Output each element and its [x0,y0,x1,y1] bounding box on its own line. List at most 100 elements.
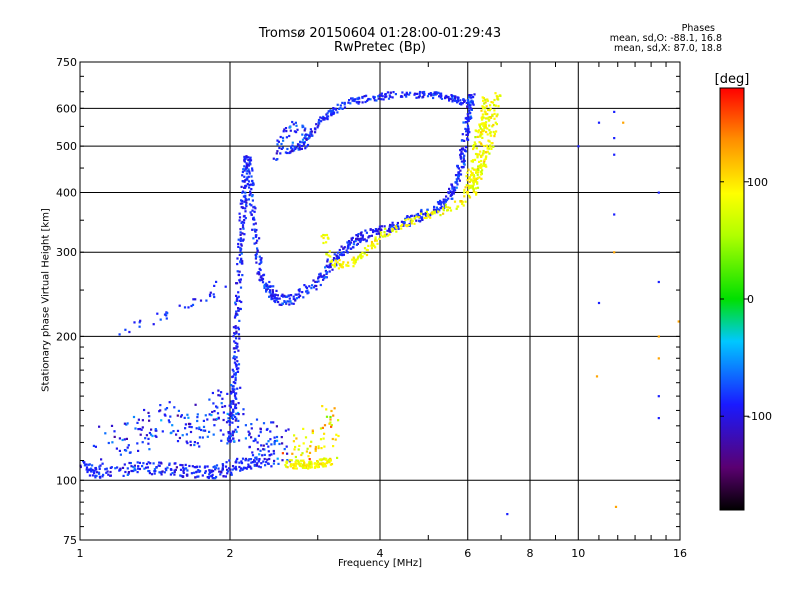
data-point [323,277,326,280]
x-tick-label-8: 8 [527,547,534,560]
data-point [352,256,355,259]
data-point [226,412,229,415]
data-point [459,99,462,102]
data-point [179,468,183,471]
x-tick-label-2: 2 [227,547,234,560]
data-point [273,441,276,444]
data-point [482,122,485,125]
data-point [374,237,377,240]
data-point [187,416,190,419]
data-point [280,436,283,439]
data-point [256,441,259,444]
data-point [196,442,199,445]
data-point [381,235,384,238]
data-point [273,436,276,439]
data-point [255,418,259,421]
data-point [354,261,357,264]
data-point [487,116,490,119]
data-point [258,273,261,276]
data-point [487,119,490,122]
data-point [171,472,174,475]
data-point [304,147,307,150]
data-point [232,390,235,394]
data-point [450,183,453,186]
data-point [334,438,337,441]
data-point [241,274,244,277]
data-point [614,505,618,508]
data-point [270,298,273,301]
data-point [225,461,228,464]
data-point [263,453,266,456]
data-point [273,443,276,446]
data-point [466,124,469,127]
data-point [238,439,241,442]
chart-subtitle: RwPretec (Bp) [333,40,427,55]
data-point [246,169,249,172]
data-point [470,172,473,175]
data-point [294,146,297,149]
data-point [333,262,337,265]
data-point [213,295,216,299]
data-point [403,221,406,224]
data-point [191,303,195,306]
data-point [310,440,313,443]
data-point [250,183,253,186]
data-point [257,465,260,468]
data-point [251,209,254,212]
data-point [212,402,215,405]
data-point [210,475,214,478]
x-tick-label-16: 16 [673,547,687,560]
data-point [281,136,285,139]
data-point [466,113,469,116]
data-point [237,367,240,370]
data-point [221,464,225,467]
data-point [137,467,140,470]
data-point [314,445,317,449]
data-point [92,444,95,447]
data-point [132,465,135,469]
data-point [389,91,392,94]
data-point [161,470,164,473]
data-point [324,276,327,279]
data-point [124,328,127,331]
data-point [435,91,438,94]
data-point [471,101,474,104]
data-point [255,456,258,459]
data-point [375,232,378,235]
data-point [306,289,309,292]
data-point [347,246,350,249]
data-point [204,471,207,474]
data-point [210,414,213,417]
data-point [288,134,291,138]
data-point [336,261,339,264]
data-point [268,280,271,284]
data-point [233,467,236,470]
data-point [459,157,463,160]
data-point [476,135,479,138]
data-point [462,156,465,159]
data-point [243,165,246,168]
data-point [234,341,237,344]
data-point [270,285,273,288]
data-point [463,188,466,192]
data-point [265,290,268,293]
y-tick-label-200: 200 [56,330,77,343]
data-point [301,144,304,148]
data-point [395,227,398,230]
data-point [314,128,317,131]
data-point [473,93,476,96]
data-point [104,468,107,471]
data-point [248,183,251,186]
data-point [242,206,245,210]
data-point [193,441,196,444]
data-point [304,127,307,130]
data-point [164,408,167,411]
data-point [217,416,220,419]
data-point [293,130,296,133]
data-point [192,471,196,474]
data-point [214,466,217,469]
data-point [236,263,239,266]
data-point [204,470,207,473]
data-point [378,237,381,240]
data-point [355,234,358,237]
